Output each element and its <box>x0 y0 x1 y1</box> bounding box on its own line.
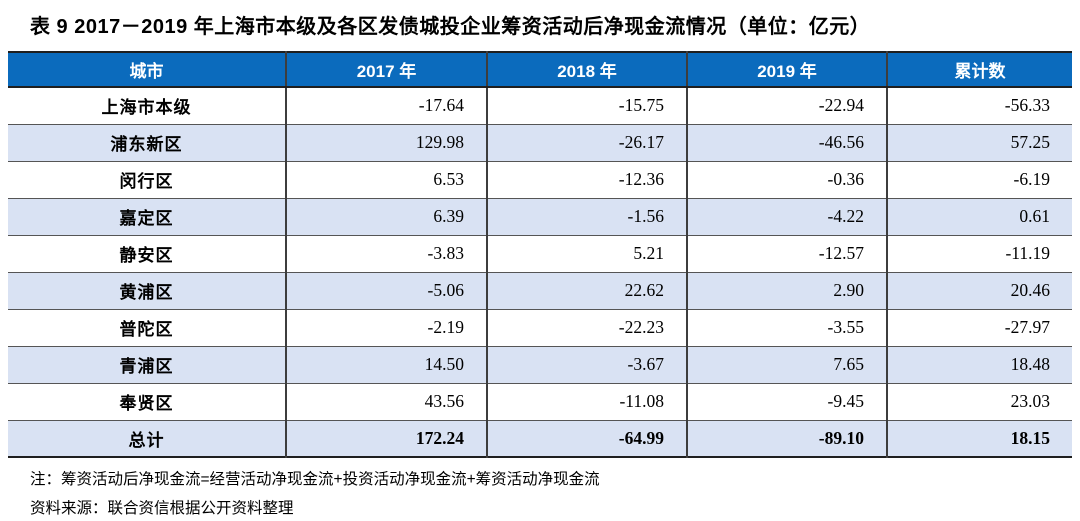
value-cell: -11.19 <box>887 235 1072 273</box>
table-row: 奉贤区 43.56 -11.08 -9.45 23.03 <box>8 383 1072 421</box>
value-cell: 2.90 <box>687 272 888 310</box>
value-cell: 22.62 <box>487 272 688 310</box>
city-cell: 闵行区 <box>8 161 287 199</box>
city-cell: 总计 <box>8 420 287 457</box>
city-cell: 青浦区 <box>8 346 287 384</box>
value-cell: -6.19 <box>887 161 1072 199</box>
value-cell: 0.61 <box>887 198 1072 236</box>
table-title: 表 9 2017－2019 年上海市本级及各区发债城投企业筹资活动后净现金流情况… <box>30 16 871 38</box>
value-cell: -22.94 <box>687 87 888 125</box>
value-cell: -26.17 <box>487 124 688 162</box>
value-cell: 6.39 <box>286 198 488 236</box>
table-row: 嘉定区 6.39 -1.56 -4.22 0.61 <box>8 198 1072 236</box>
header-row: 城市 2017 年 2018 年 2019 年累计数 <box>8 52 1072 88</box>
table-row: 静安区 -3.83 5.21 -12.57 -11.19 <box>8 235 1072 273</box>
value-cell: -2.19 <box>286 309 488 347</box>
value-cell: -5.06 <box>286 272 488 310</box>
value-cell: -3.83 <box>286 235 488 273</box>
column-header-0: 城市 <box>8 52 287 88</box>
value-cell: -4.22 <box>687 198 888 236</box>
value-cell: -12.36 <box>487 161 688 199</box>
value-cell: 6.53 <box>286 161 488 199</box>
value-cell: -64.99 <box>487 420 688 457</box>
value-cell: 129.98 <box>286 124 488 162</box>
value-cell: -46.56 <box>687 124 888 162</box>
value-cell: -56.33 <box>887 87 1072 125</box>
value-cell: 5.21 <box>487 235 688 273</box>
table-row: 普陀区 -2.19 -22.23 -3.55 -27.97 <box>8 309 1072 347</box>
column-header-1: 2017 年 <box>286 52 488 88</box>
value-cell: 20.46 <box>887 272 1072 310</box>
city-cell: 黄浦区 <box>8 272 287 310</box>
table-row: 上海市本级 -17.64 -15.75 -22.94 -56.33 <box>8 87 1072 125</box>
value-cell: -27.97 <box>887 309 1072 347</box>
column-header-4: 累计数 <box>887 52 1072 88</box>
value-cell: 18.15 <box>887 420 1072 457</box>
value-cell: -17.64 <box>286 87 488 125</box>
city-cell: 奉贤区 <box>8 383 287 421</box>
value-cell: -0.36 <box>687 161 888 199</box>
city-cell: 上海市本级 <box>8 87 287 125</box>
value-cell: 43.56 <box>286 383 488 421</box>
value-cell: -11.08 <box>487 383 688 421</box>
value-cell: 18.48 <box>887 346 1072 384</box>
table-row: 青浦区 14.50 -3.67 7.65 18.48 <box>8 346 1072 384</box>
value-cell: -89.10 <box>687 420 888 457</box>
note-formula: 注：筹资活动后净现金流=经营活动净现金流+投资活动净现金流+筹资活动净现金流 <box>30 471 600 488</box>
value-cell: 14.50 <box>286 346 488 384</box>
column-header-2: 2018 年 <box>487 52 688 88</box>
footnotes: 注：筹资活动后净现金流=经营活动净现金流+投资活动净现金流+筹资活动净现金流 资… <box>30 465 1072 521</box>
city-cell: 静安区 <box>8 235 287 273</box>
value-cell: 172.24 <box>286 420 488 457</box>
value-cell: -15.75 <box>487 87 688 125</box>
value-cell: -1.56 <box>487 198 688 236</box>
table-row: 浦东新区 129.98 -26.17 -46.56 57.25 <box>8 124 1072 162</box>
value-cell: -3.55 <box>687 309 888 347</box>
net-cashflow-table: 城市 2017 年 2018 年 2019 年累计数 上海市本级 -17.64 -15.7… <box>8 51 1072 458</box>
value-cell: -22.23 <box>487 309 688 347</box>
column-header-3: 2019 年 <box>687 52 888 88</box>
value-cell: 7.65 <box>687 346 888 384</box>
value-cell: 57.25 <box>887 124 1072 162</box>
city-cell: 普陀区 <box>8 309 287 347</box>
total-row: 总计 172.24 -64.99 -89.10 18.15 <box>8 420 1072 457</box>
value-cell: -12.57 <box>687 235 888 273</box>
table-row: 闵行区 6.53 -12.36 -0.36 -6.19 <box>8 161 1072 199</box>
table-body: 上海市本级 -17.64 -15.75 -22.94 -56.33 浦东新区 129.98-… <box>8 87 1072 457</box>
table-row: 黄浦区 -5.06 22.62 2.90 20.46 <box>8 272 1072 310</box>
city-cell: 浦东新区 <box>8 124 287 162</box>
value-cell: -3.67 <box>487 346 688 384</box>
city-cell: 嘉定区 <box>8 198 287 236</box>
value-cell: -9.45 <box>687 383 888 421</box>
note-source: 资料来源：联合资信根据公开资料整理 <box>30 500 294 517</box>
value-cell: 23.03 <box>887 383 1072 421</box>
